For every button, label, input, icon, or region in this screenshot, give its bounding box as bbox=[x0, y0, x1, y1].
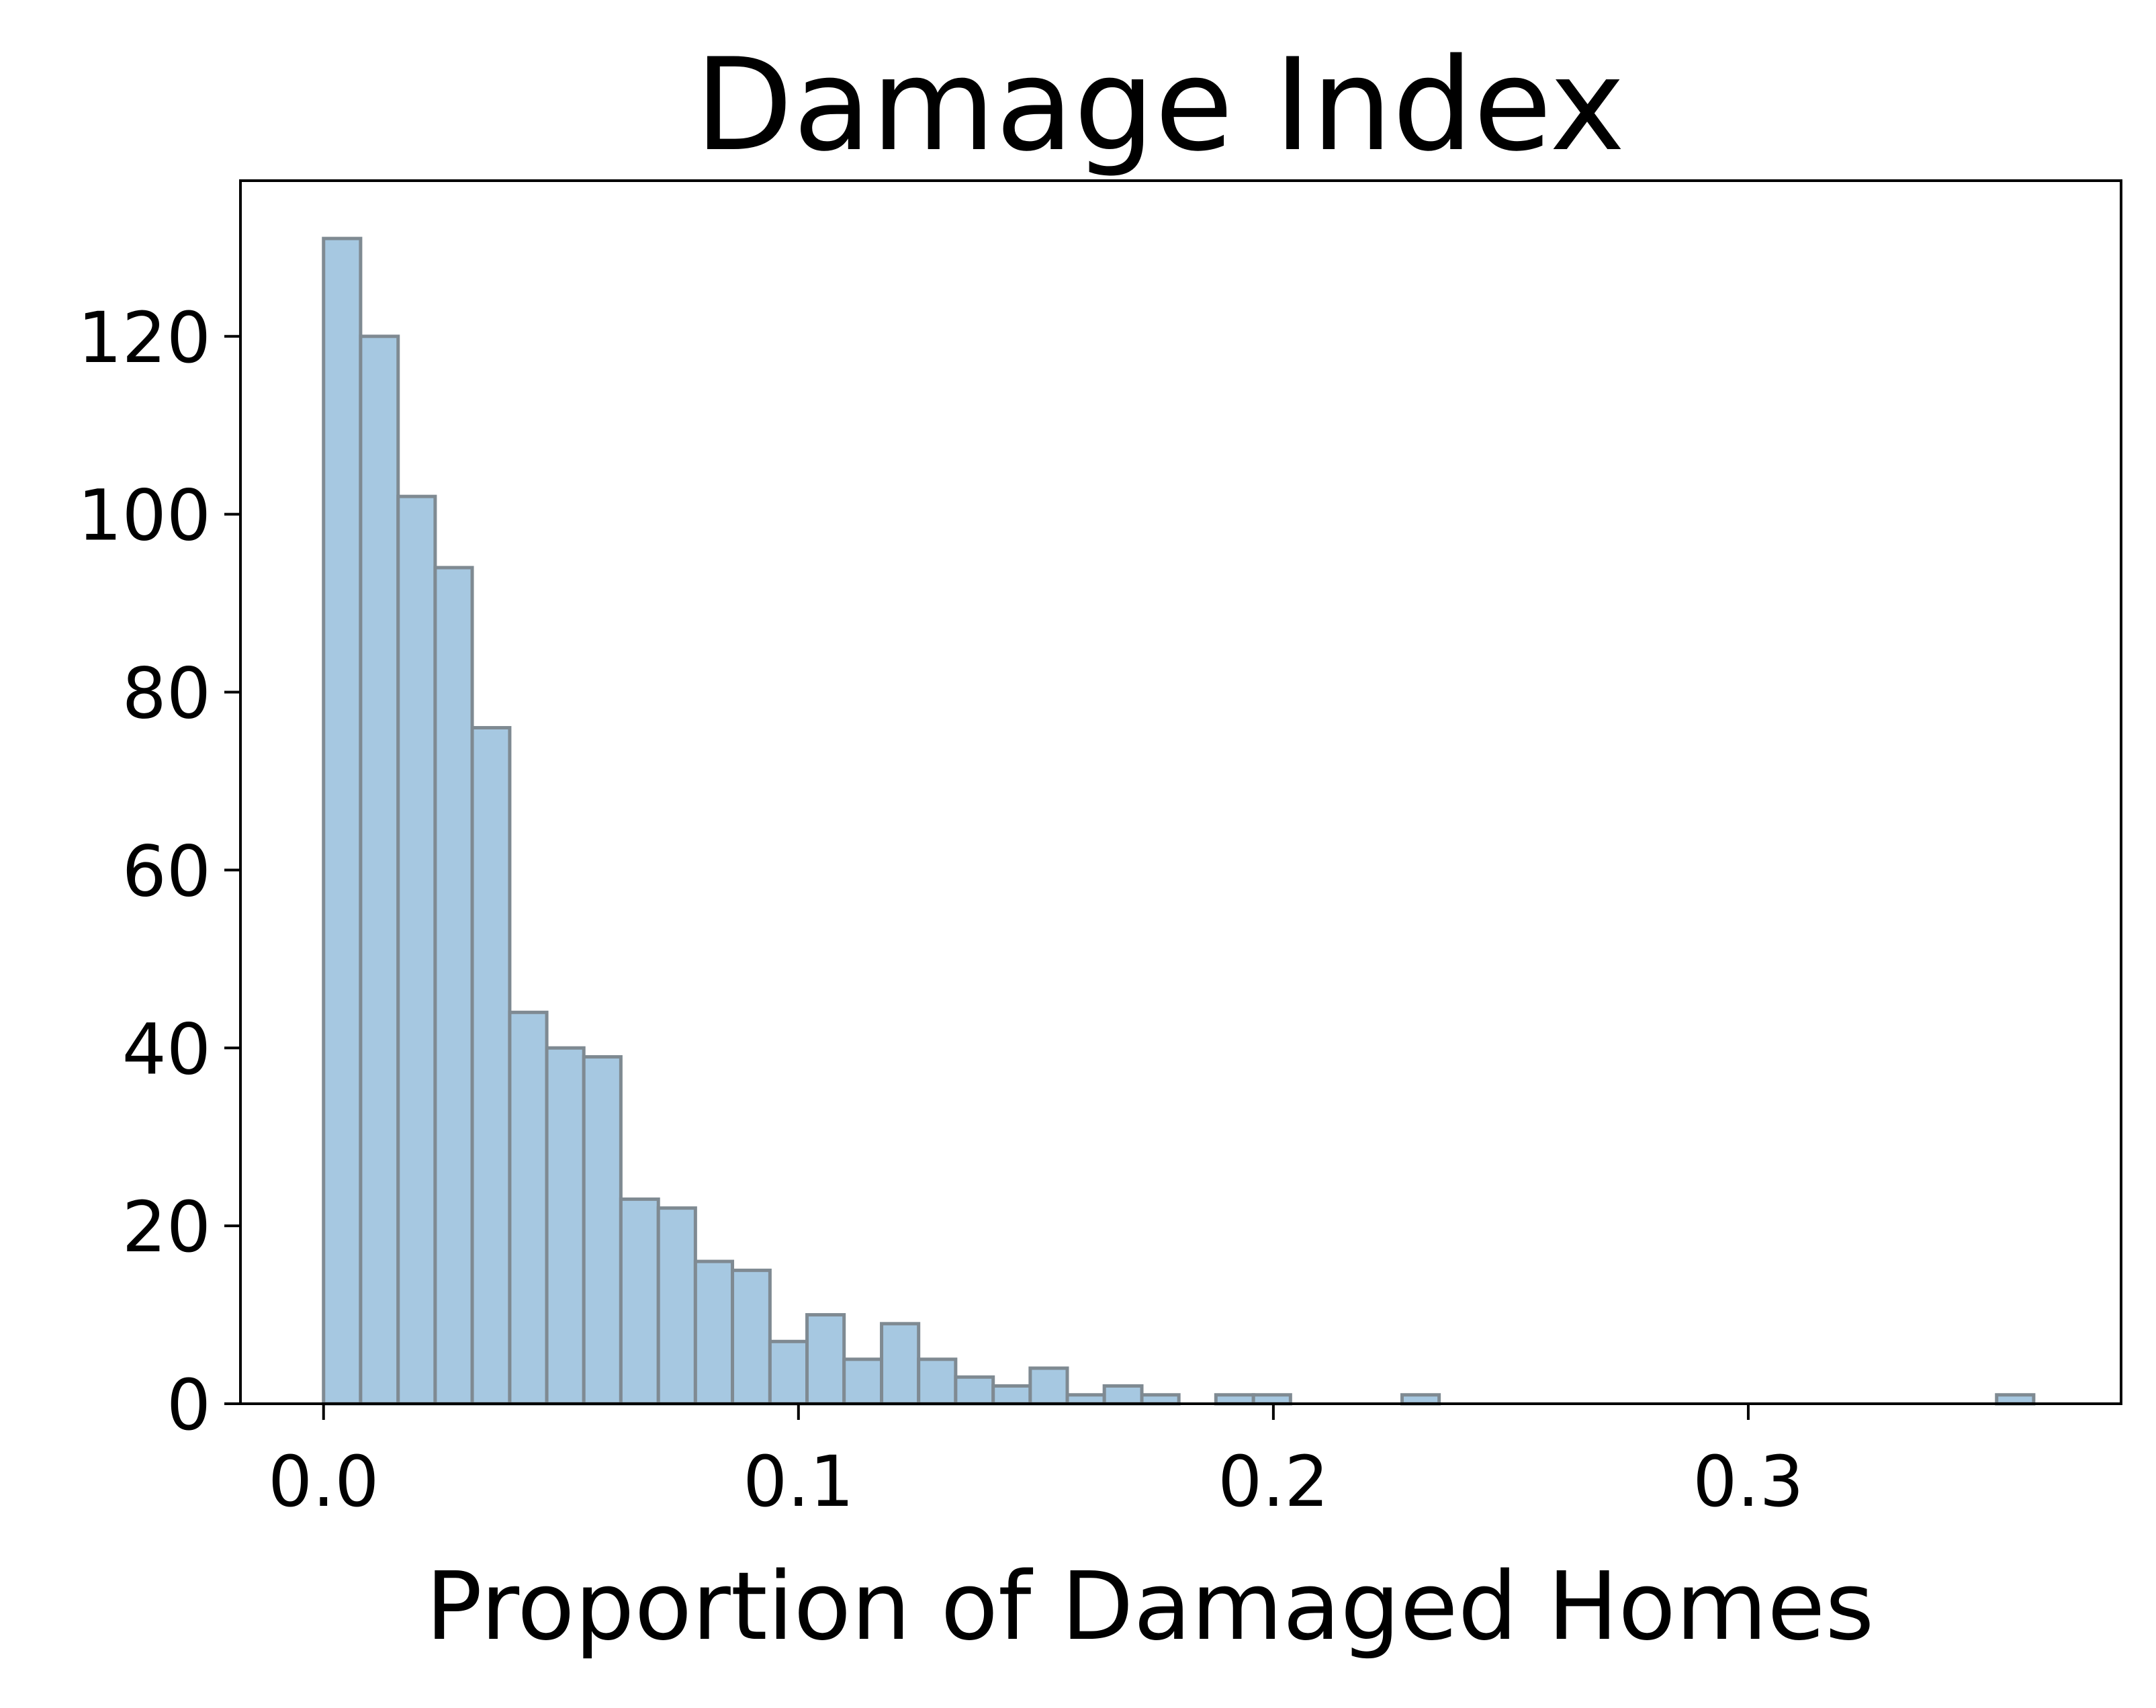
histogram-bar-6 bbox=[545, 1046, 586, 1406]
histogram-bar-18 bbox=[991, 1384, 1032, 1406]
y-tick-label-3: 60 bbox=[122, 830, 211, 912]
histogram-bar-15 bbox=[880, 1322, 921, 1406]
y-tick-label-0: 0 bbox=[167, 1364, 211, 1446]
x-tick-label-1: 0.1 bbox=[743, 1441, 854, 1523]
histogram-bar-0 bbox=[322, 236, 363, 1406]
y-tick-label-4: 80 bbox=[122, 653, 211, 735]
y-tick-label-6: 120 bbox=[77, 297, 211, 379]
histogram-bar-12 bbox=[768, 1339, 809, 1406]
histogram-bar-8 bbox=[619, 1197, 660, 1406]
histogram-bar-21 bbox=[1102, 1384, 1144, 1406]
histogram-bar-14 bbox=[842, 1357, 884, 1406]
histogram-bar-16 bbox=[917, 1357, 958, 1406]
y-tick-label-5: 100 bbox=[77, 475, 211, 557]
histogram-bar-7 bbox=[582, 1054, 623, 1406]
x-axis-label: Proportion of Damaged Homes bbox=[426, 1552, 1875, 1662]
histogram-bar-4 bbox=[470, 725, 512, 1406]
histogram-bar-10 bbox=[693, 1259, 735, 1406]
x-axis-ticks: 0.0 0.1 0.2 0.3 bbox=[268, 1404, 1804, 1523]
histogram-bar-17 bbox=[954, 1375, 995, 1406]
y-tick-label-1: 20 bbox=[122, 1186, 211, 1268]
histogram-bar-5 bbox=[508, 1010, 549, 1406]
plot-area-frame bbox=[239, 179, 2122, 1405]
histogram-bar-11 bbox=[731, 1268, 772, 1406]
y-axis-ticks: 0 20 40 60 80 100 120 bbox=[77, 297, 240, 1446]
histogram-bar-19 bbox=[1028, 1366, 1069, 1406]
x-tick-label-0: 0.0 bbox=[268, 1441, 379, 1523]
y-tick-label-2: 40 bbox=[122, 1008, 211, 1090]
x-tick-label-2: 0.2 bbox=[1218, 1441, 1329, 1523]
histogram-bar-1 bbox=[359, 334, 400, 1406]
histogram-bar-13 bbox=[805, 1313, 846, 1406]
histogram-bar-2 bbox=[396, 494, 437, 1406]
chart-title: Damage Index bbox=[694, 31, 1625, 179]
histogram-bars bbox=[322, 236, 2036, 1406]
histogram-bar-9 bbox=[656, 1206, 697, 1406]
x-tick-label-3: 0.3 bbox=[1693, 1441, 1803, 1523]
histogram-bar-3 bbox=[433, 566, 474, 1406]
